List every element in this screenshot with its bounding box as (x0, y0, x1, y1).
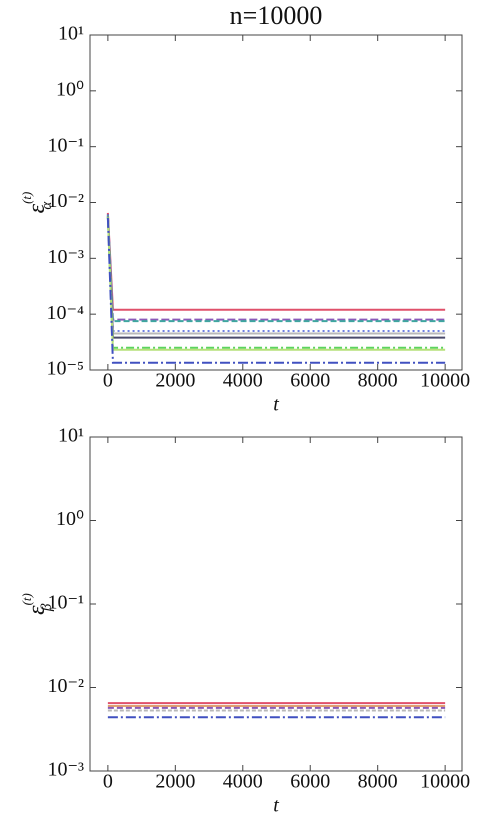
x-tick-label: 8000 (358, 771, 398, 793)
series-line (106, 216, 446, 335)
y-tick-label: 10⁻⁵ (46, 358, 84, 380)
y-tick-label: 10⁰ (56, 78, 84, 100)
x-tick-label: 6000 (290, 370, 330, 392)
x-tick-label: 4000 (223, 771, 263, 793)
y-axis-label: ε(t) α (19, 192, 55, 214)
y-tick-label: 10⁻¹ (47, 592, 84, 614)
x-tick-label: 10000 (420, 370, 470, 392)
x-tick-label: 8000 (358, 370, 398, 392)
series-line (106, 214, 446, 323)
y-tick-label: 10⁻³ (47, 759, 84, 781)
series-line (106, 217, 446, 351)
y-tick-label: 10¹ (58, 23, 84, 45)
y-axis-label: ε(t) β (19, 593, 55, 615)
y-tick-label: 10⁰ (56, 508, 84, 530)
x-axis-label: t (273, 394, 279, 416)
x-axis-label: t (273, 795, 279, 817)
x-tick-label: 10000 (420, 771, 470, 793)
plot-frame (89, 436, 463, 772)
series-line (106, 212, 446, 311)
series-line (106, 217, 446, 364)
y-label-base: ε (24, 605, 50, 615)
y-tick-label: 10⁻² (47, 675, 84, 697)
series-line (106, 214, 446, 321)
y-label-base: ε (24, 203, 50, 213)
y-tick-label: 10⁻³ (47, 246, 84, 268)
y-tick-label: 10⁻² (47, 190, 84, 212)
series-line (106, 215, 446, 332)
x-tick-label: 0 (103, 370, 113, 392)
y-tick-label: 10¹ (58, 425, 84, 447)
y-tick-label: 10⁻¹ (47, 134, 84, 156)
x-tick-label: 4000 (223, 370, 263, 392)
x-tick-label: 0 (103, 771, 113, 793)
y-label-sup: (t) (19, 192, 34, 204)
series-line (106, 216, 446, 349)
x-tick-label: 6000 (290, 771, 330, 793)
chart-title: n=10000 (230, 1, 323, 30)
y-label-sub: α (39, 201, 55, 210)
y-label-sup: (t) (19, 593, 34, 605)
y-tick-label: 10⁻⁴ (46, 302, 84, 324)
x-tick-label: 2000 (155, 771, 195, 793)
x-tick-label: 2000 (155, 370, 195, 392)
y-label-sub: β (39, 603, 55, 612)
